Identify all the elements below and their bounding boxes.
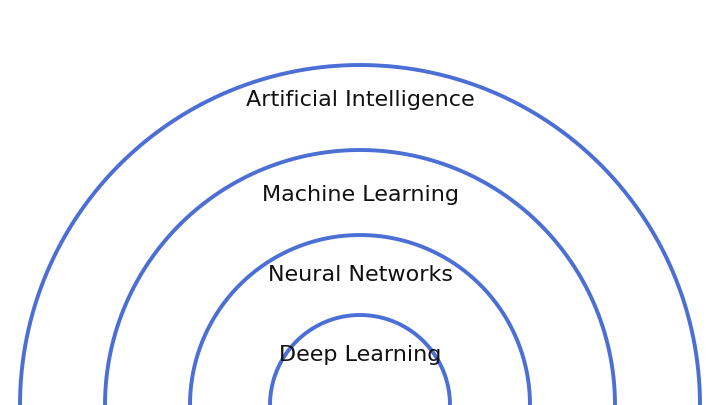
- Text: Artificial Intelligence: Artificial Intelligence: [246, 90, 474, 110]
- Text: Deep Learning: Deep Learning: [279, 345, 441, 365]
- Text: Neural Networks: Neural Networks: [268, 265, 452, 285]
- Text: Machine Learning: Machine Learning: [261, 185, 459, 205]
